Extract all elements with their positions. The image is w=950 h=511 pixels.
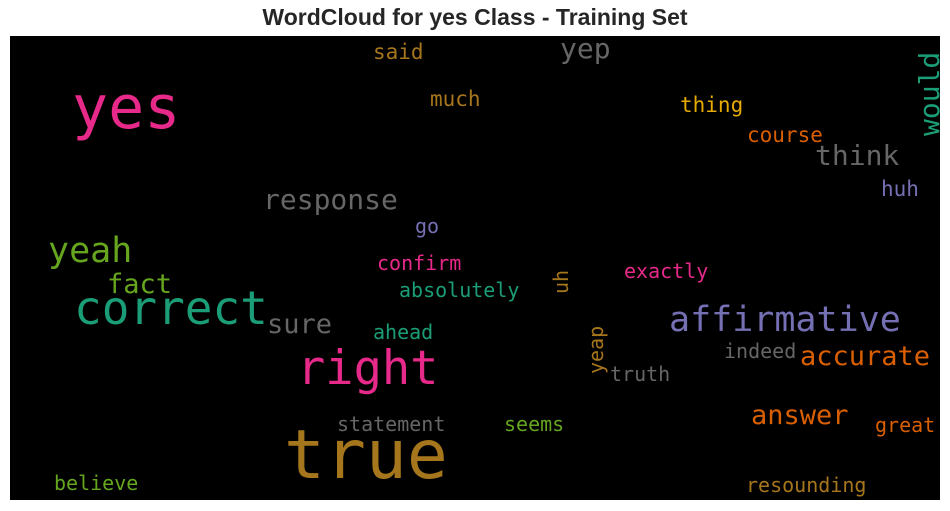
word-would: would <box>913 51 940 136</box>
word-thing: thing <box>680 93 744 117</box>
word-said: said <box>373 40 424 64</box>
word-yeap: yeap <box>584 325 608 374</box>
word-absolutely: absolutely <box>399 278 520 302</box>
word-fact: fact <box>107 269 173 300</box>
word-exactly: exactly <box>624 259 709 283</box>
word-truth: truth <box>610 362 671 386</box>
word-right: right <box>297 341 439 396</box>
chart-title: WordCloud for yes Class - Training Set <box>262 4 688 30</box>
word-affirmative: affirmative <box>669 300 901 340</box>
word-much: much <box>430 87 481 111</box>
word-believe: believe <box>54 471 139 495</box>
word-sure: sure <box>267 309 333 340</box>
word-yeah: yeah <box>48 231 133 271</box>
word-yes: yes <box>72 73 181 143</box>
word-go: go <box>415 214 440 238</box>
word-answer: answer <box>751 400 849 431</box>
word-yep: yep <box>560 36 611 65</box>
word-uh: uh <box>549 269 573 294</box>
word-statement: statement <box>337 412 446 436</box>
word-confirm: confirm <box>377 251 462 275</box>
word-ahead: ahead <box>373 320 434 344</box>
word-think: think <box>815 139 900 172</box>
word-resounding: resounding <box>746 473 867 497</box>
word-great: great <box>875 413 936 437</box>
word-course: course <box>747 123 823 147</box>
word-cloud: yes true right correct affirmative yeah … <box>10 36 940 500</box>
word-seems: seems <box>504 412 565 436</box>
word-true: true <box>284 416 448 495</box>
word-accurate: accurate <box>800 341 931 372</box>
word-correct: correct <box>74 281 268 335</box>
word-huh: huh <box>881 177 919 201</box>
word-indeed: indeed <box>724 339 797 363</box>
word-response: response <box>263 183 398 216</box>
